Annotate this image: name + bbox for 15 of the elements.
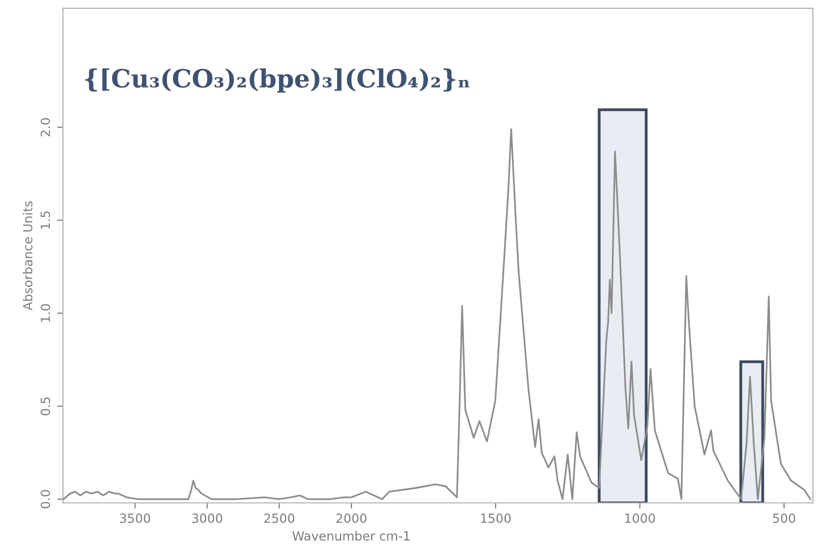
y-tick-label: 0.0 xyxy=(40,490,50,508)
y-tick-label: 0.5 xyxy=(40,397,50,416)
x-tick-label: 3500 xyxy=(120,514,150,523)
x-tick-label: 500 xyxy=(773,514,796,523)
x-tick-label: 1000 xyxy=(625,514,655,523)
x-tick-label: 1500 xyxy=(481,514,511,523)
x-tick-label: 2000 xyxy=(336,514,366,523)
y-axis-title: Absorbance Units xyxy=(22,201,32,310)
text: {[Cu₃(CO₃)₂(bpe)₃](ClO₄)₂}ₙ xyxy=(85,68,470,93)
x-axis-title: Wavenumber cm-1 xyxy=(292,530,410,541)
y-tick-label: 1.5 xyxy=(40,211,50,229)
y-tick-label: 1.0 xyxy=(40,304,50,322)
y-tick-label: 2.0 xyxy=(40,118,50,136)
x-tick-label: 3000 xyxy=(192,514,222,523)
x-tick-label: 2500 xyxy=(264,514,294,523)
